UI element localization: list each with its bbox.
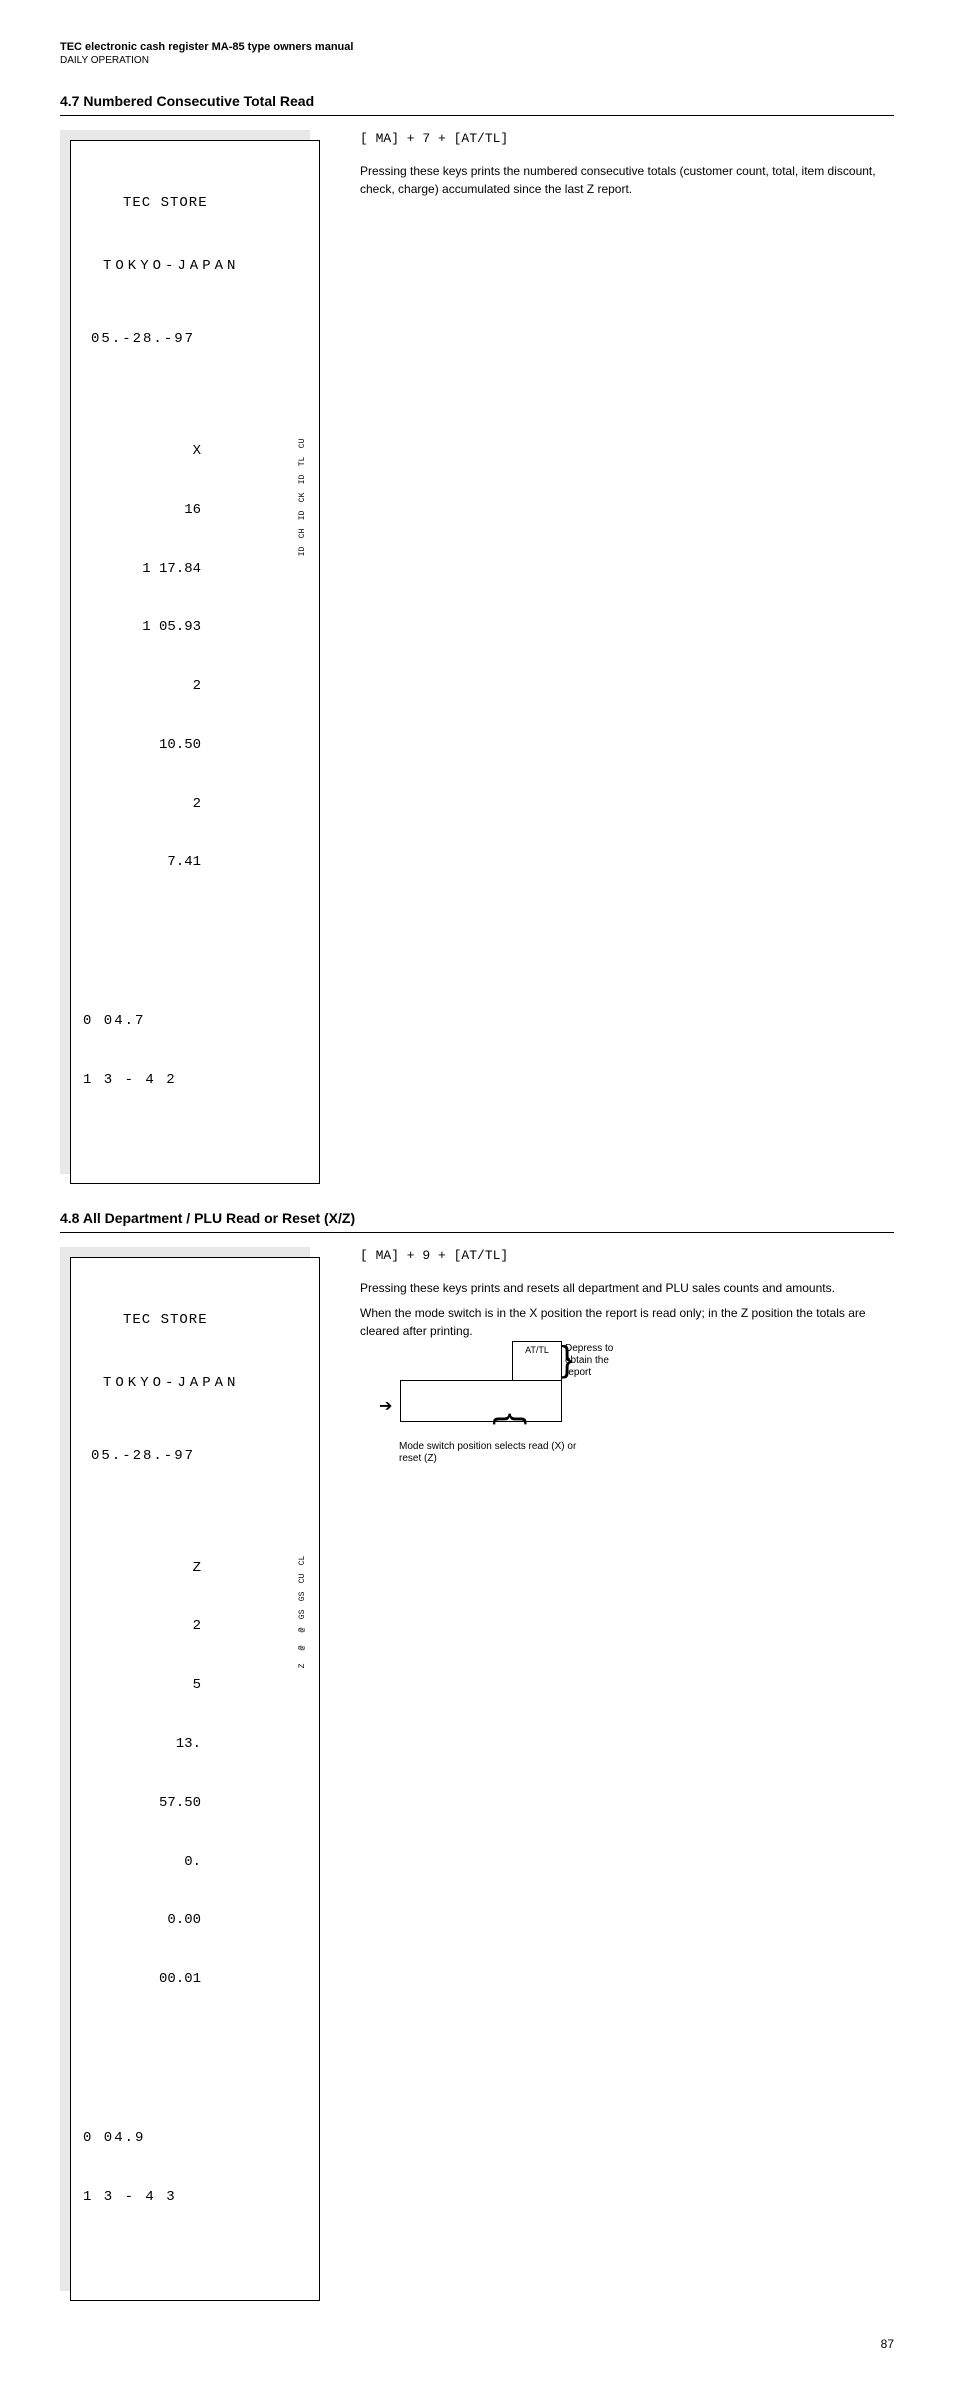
section-4-8: 4.8 All Department / PLU Read or Reset (…: [60, 1210, 894, 2301]
receipt-2: TEC STORE TOKYO-JAPAN 05.-28.-97 Z 2 5 1…: [70, 1257, 320, 2301]
kbd-hint-right: Depress to obtain the report: [565, 1343, 621, 1379]
receipt-1-footer: 0 04.7 1 3 - 4 2: [83, 973, 309, 1130]
receipt-1-foot1: 0 04.7: [83, 1012, 309, 1032]
receipt-1-wrap: TEC STORE TOKYO-JAPAN 05.-28.-97 X 16 1 …: [60, 130, 320, 1184]
manual-subtitle: DAILY OPERATION: [60, 54, 894, 67]
kbd-hint-left: Mode switch position selects read (X) or…: [399, 1441, 599, 1465]
receipt-2-colhdr: Z: [83, 1559, 201, 1579]
receipt-2-body: Z 2 5 13. 57.50 0. 0.00 00.01 CL CU GS G…: [83, 1520, 309, 2049]
section-4-8-p2: When the mode switch is in the X positio…: [360, 1305, 894, 1340]
receipt-1-date: 05.-28.-97: [83, 330, 309, 350]
manual-title: TEC electronic cash register MA-85 type …: [60, 40, 894, 54]
section-4-8-row: TEC STORE TOKYO-JAPAN 05.-28.-97 Z 2 5 1…: [60, 1247, 894, 2301]
receipt-1-foot2: 1 3 - 4 2: [83, 1071, 309, 1091]
receipt-1-v1: 1 17.84: [83, 560, 201, 580]
receipt-2-foot2: 1 3 - 4 3: [83, 2188, 309, 2208]
receipt-2-v4: 0.: [83, 1853, 201, 1873]
keyboard-row: ➔ AT/TL } } Depress to obtain the report…: [400, 1380, 562, 1422]
receipt-1-v4: 10.50: [83, 736, 201, 756]
brace-bottom-icon: }: [489, 1413, 525, 1425]
section-4-7-desc: [ MA] + 7 + [AT/TL] Pressing these keys …: [360, 130, 894, 206]
receipt-1-rotated-labels: CU TL ID CK ID CH ID: [185, 403, 303, 932]
receipt-1-r5: CH: [297, 528, 308, 538]
section-4-7-row: TEC STORE TOKYO-JAPAN 05.-28.-97 X 16 1 …: [60, 130, 894, 1184]
section-4-8-keyop: [ MA] + 9 + [AT/TL]: [360, 1247, 894, 1266]
receipt-2-rotated-labels: CL CU GS GS @ @ Z: [185, 1520, 303, 2049]
page-header: TEC electronic cash register MA-85 type …: [60, 40, 894, 67]
receipt-2-v2: 13.: [83, 1735, 201, 1755]
section-4-7-title: 4.7 Numbered Consecutive Total Read: [60, 93, 894, 116]
receipt-1-v3: 2: [83, 677, 201, 697]
receipt-2-foot1: 0 04.9: [83, 2129, 309, 2149]
receipt-2-v1: 5: [83, 1676, 201, 1696]
receipt-1-r6: ID: [297, 546, 308, 556]
receipt-2-r0: CL: [297, 1555, 308, 1565]
section-4-8-p1: Pressing these keys prints and resets al…: [360, 1280, 894, 1297]
receipt-2-wrap: TEC STORE TOKYO-JAPAN 05.-28.-97 Z 2 5 1…: [60, 1247, 320, 2301]
at-tl-key: AT/TL: [512, 1341, 562, 1381]
receipt-1-r1: TL: [297, 456, 308, 466]
receipt-1-city: TOKYO-JAPAN: [83, 257, 309, 277]
keyboard-diagram: ➔ AT/TL } } Depress to obtain the report…: [360, 1380, 620, 1422]
receipt-2-v0: 2: [83, 1617, 201, 1637]
page: TEC electronic cash register MA-85 type …: [0, 0, 954, 2381]
receipt-2-r4: @: [297, 1627, 308, 1632]
section-4-8-desc: [ MA] + 9 + [AT/TL] Pressing these keys …: [360, 1247, 894, 1422]
receipt-1-r3: CK: [297, 492, 308, 502]
receipt-1-r0: CU: [297, 438, 308, 448]
receipt-2-r2: GS: [297, 1591, 308, 1601]
receipt-2-v3: 57.50: [83, 1794, 201, 1814]
receipt-2-date: 05.-28.-97: [83, 1447, 309, 1467]
receipt-2-city: TOKYO-JAPAN: [83, 1374, 309, 1394]
receipt-1-v6: 7.41: [83, 853, 201, 873]
receipt-1-v2: 1 05.93: [83, 618, 201, 638]
at-tl-key-label: AT/TL: [525, 1345, 549, 1355]
page-number: 87: [881, 2337, 894, 2351]
receipt-2-footer: 0 04.9 1 3 - 4 3: [83, 2090, 309, 2247]
receipt-2-r5: @: [297, 1645, 308, 1650]
receipt-2-v6: 00.01: [83, 1970, 201, 1990]
arrow-icon: ➔: [379, 1395, 392, 1418]
receipt-1-r2: ID: [297, 474, 308, 484]
receipt-1-v5: 2: [83, 795, 201, 815]
section-4-8-title: 4.8 All Department / PLU Read or Reset (…: [60, 1210, 894, 1233]
receipt-1-r4: ID: [297, 510, 308, 520]
receipt-2-r3: GS: [297, 1609, 308, 1619]
receipt-1-body: X 16 1 17.84 1 05.93 2 10.50 2 7.41 CU T…: [83, 403, 309, 932]
section-4-7-p1: Pressing these keys prints the numbered …: [360, 163, 894, 198]
receipt-1-colhdr: X: [83, 442, 201, 462]
receipt-2-v5: 0.00: [83, 1911, 201, 1931]
receipt-2-store: TEC STORE: [83, 1311, 309, 1331]
receipt-1-store: TEC STORE: [83, 194, 309, 214]
receipt-1: TEC STORE TOKYO-JAPAN 05.-28.-97 X 16 1 …: [70, 140, 320, 1184]
section-4-7: 4.7 Numbered Consecutive Total Read TEC …: [60, 93, 894, 1184]
receipt-2-r6: Z: [297, 1663, 308, 1668]
receipt-2-r1: CU: [297, 1573, 308, 1583]
receipt-1-v0: 16: [83, 501, 201, 521]
section-4-7-keyop: [ MA] + 7 + [AT/TL]: [360, 130, 894, 149]
